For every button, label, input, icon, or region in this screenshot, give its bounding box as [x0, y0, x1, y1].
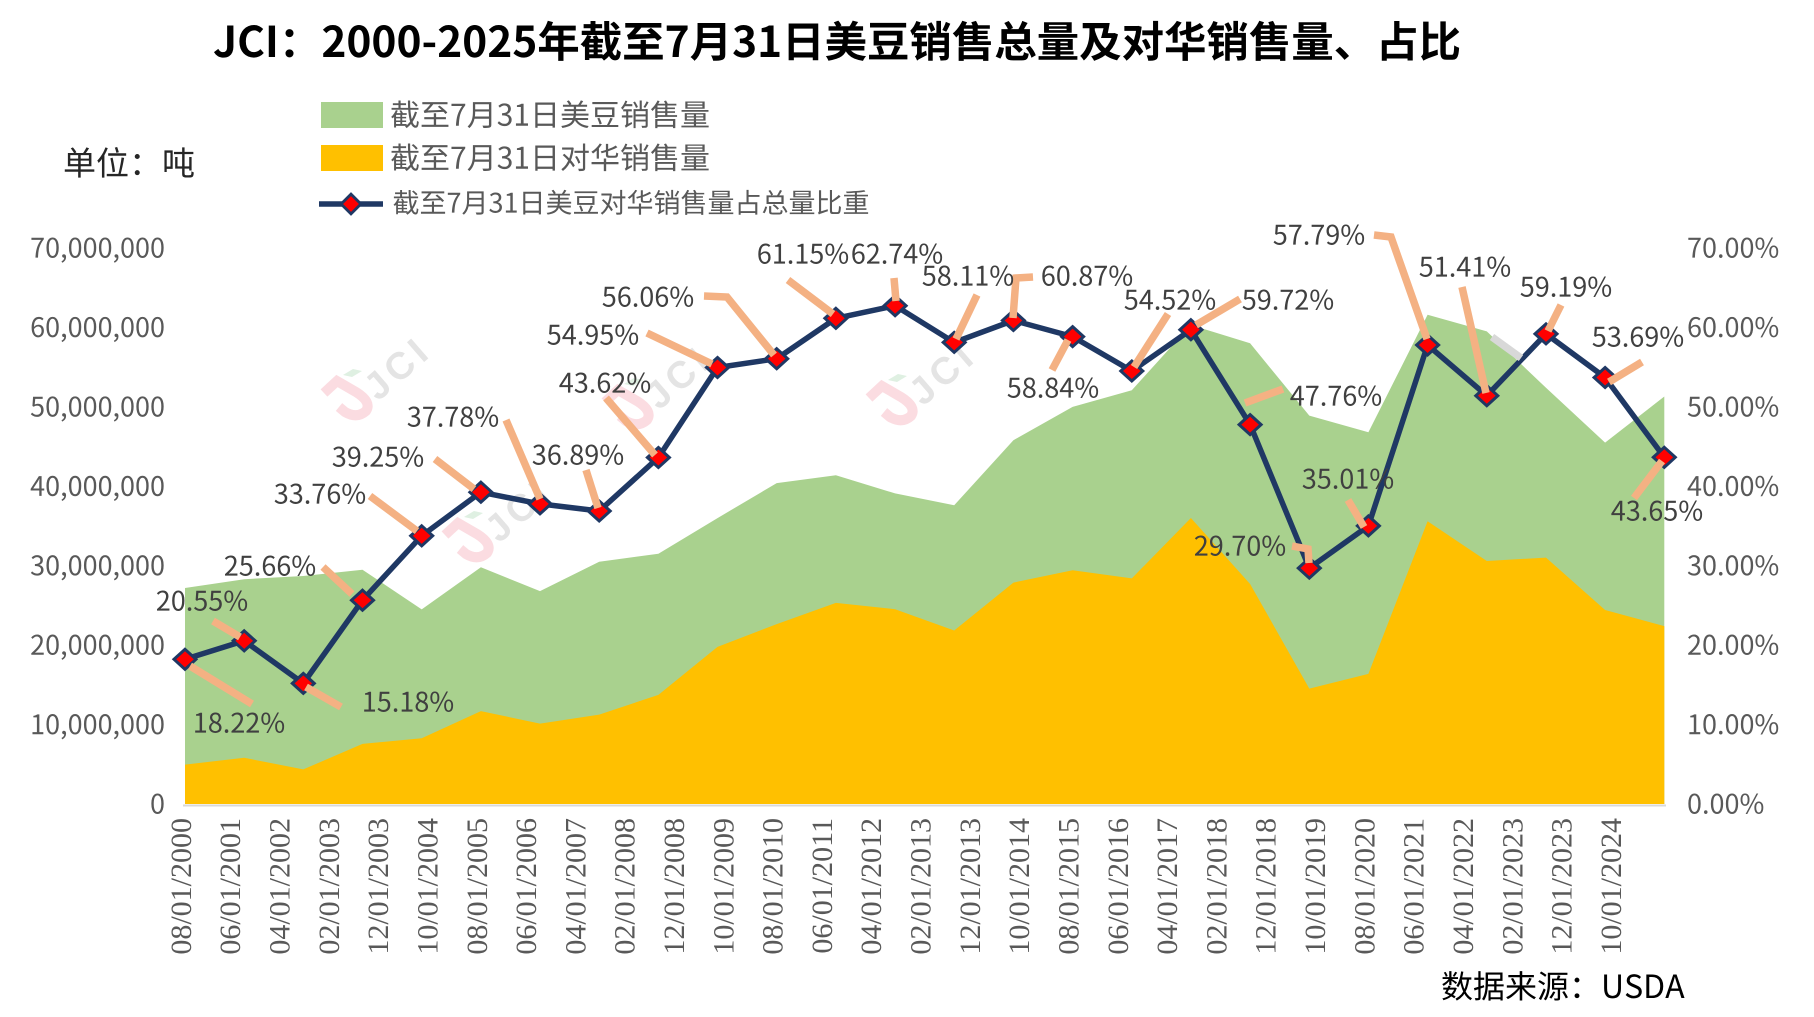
svg-text:12/01/2008: 12/01/2008: [658, 818, 691, 955]
svg-text:04/01/2002: 04/01/2002: [263, 818, 296, 955]
svg-text:08/01/2020: 08/01/2020: [1348, 818, 1381, 955]
svg-text:04/01/2007: 04/01/2007: [559, 818, 592, 955]
svg-text:06/01/2016: 06/01/2016: [1102, 818, 1135, 955]
svg-text:06/01/2021: 06/01/2021: [1398, 818, 1431, 955]
svg-text:10/01/2019: 10/01/2019: [1299, 818, 1332, 955]
svg-text:08/01/2015: 08/01/2015: [1052, 818, 1085, 955]
svg-text:10/01/2024: 10/01/2024: [1595, 818, 1628, 955]
svg-text:10/01/2004: 10/01/2004: [411, 818, 444, 955]
svg-text:10/01/2014: 10/01/2014: [1003, 818, 1036, 955]
svg-text:12/01/2023: 12/01/2023: [1546, 818, 1579, 955]
svg-text:12/01/2003: 12/01/2003: [362, 818, 395, 955]
svg-text:02/01/2003: 02/01/2003: [313, 818, 346, 955]
svg-text:04/01/2022: 04/01/2022: [1447, 818, 1480, 955]
svg-text:02/01/2013: 02/01/2013: [905, 818, 938, 955]
svg-text:12/01/2013: 12/01/2013: [954, 818, 987, 955]
svg-text:04/01/2017: 04/01/2017: [1151, 818, 1184, 955]
svg-text:02/01/2023: 02/01/2023: [1496, 818, 1529, 955]
svg-text:06/01/2006: 06/01/2006: [510, 818, 543, 955]
svg-text:06/01/2001: 06/01/2001: [214, 818, 247, 955]
svg-text:04/01/2012: 04/01/2012: [855, 818, 888, 955]
svg-text:02/01/2018: 02/01/2018: [1200, 818, 1233, 955]
svg-text:12/01/2018: 12/01/2018: [1250, 818, 1283, 955]
svg-text:10/01/2009: 10/01/2009: [707, 818, 740, 955]
svg-text:02/01/2008: 02/01/2008: [609, 818, 642, 955]
svg-text:08/01/2010: 08/01/2010: [757, 818, 790, 955]
svg-text:08/01/2005: 08/01/2005: [461, 818, 494, 955]
svg-text:08/01/2000: 08/01/2000: [165, 818, 198, 955]
svg-text:06/01/2011: 06/01/2011: [806, 818, 839, 954]
